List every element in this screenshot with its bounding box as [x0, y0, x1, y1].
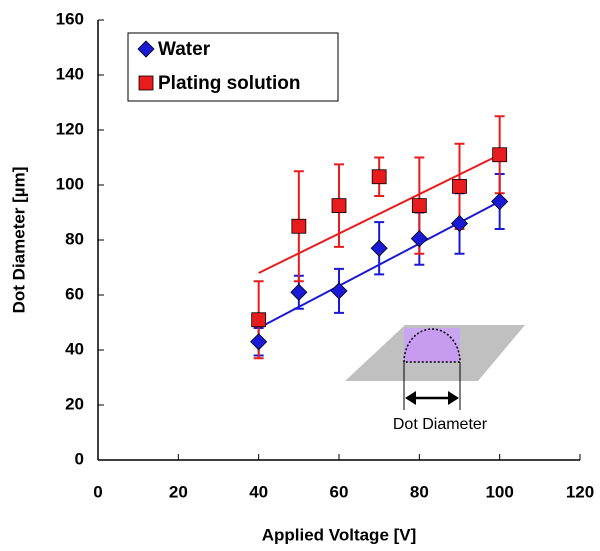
point — [291, 218, 307, 234]
arrow-head — [448, 391, 459, 405]
y-tick-label: 120 — [56, 119, 84, 138]
point — [452, 178, 467, 194]
point — [491, 192, 509, 211]
legend-marker — [138, 75, 154, 91]
y-tick-label: 80 — [65, 229, 84, 248]
annotation: Dot Diameter — [393, 416, 488, 433]
legend-label: Plating solution — [158, 73, 301, 94]
x-tick-label: 120 — [566, 482, 594, 501]
y-tick-label: 60 — [65, 284, 84, 303]
arrow-head — [405, 391, 416, 405]
point — [411, 198, 427, 214]
point — [251, 312, 267, 328]
point — [492, 147, 508, 163]
legend-marker — [137, 40, 155, 58]
point — [371, 169, 387, 185]
point — [370, 239, 388, 257]
point — [330, 282, 348, 300]
point — [290, 283, 308, 301]
y-tick-label: 0 — [75, 449, 84, 468]
x-tick-label: 60 — [330, 482, 349, 501]
point — [250, 333, 268, 351]
legend-box — [127, 32, 339, 102]
y-tick-label: 160 — [56, 9, 84, 28]
dot — [403, 328, 461, 363]
x-tick-label: 0 — [93, 482, 102, 501]
inset-diagram: Dot Diameter — [345, 325, 525, 433]
point — [450, 214, 469, 233]
y-tick-label: 140 — [56, 64, 84, 83]
y-axis-title: Dot Diameter [µm] — [9, 167, 28, 314]
y-tick-label: 40 — [65, 339, 84, 358]
legend-label: Water — [158, 39, 211, 60]
x-tick-label: 40 — [249, 482, 268, 501]
x-tick-label: 100 — [485, 482, 513, 501]
y-tick-label: 20 — [65, 394, 84, 413]
point — [331, 198, 347, 214]
y-tick-label: 100 — [56, 174, 84, 193]
point — [410, 230, 428, 248]
x-axis-title: Applied Voltage [V] — [262, 525, 417, 544]
x-tick-label: 80 — [410, 482, 429, 501]
x-tick-label: 20 — [169, 482, 188, 501]
